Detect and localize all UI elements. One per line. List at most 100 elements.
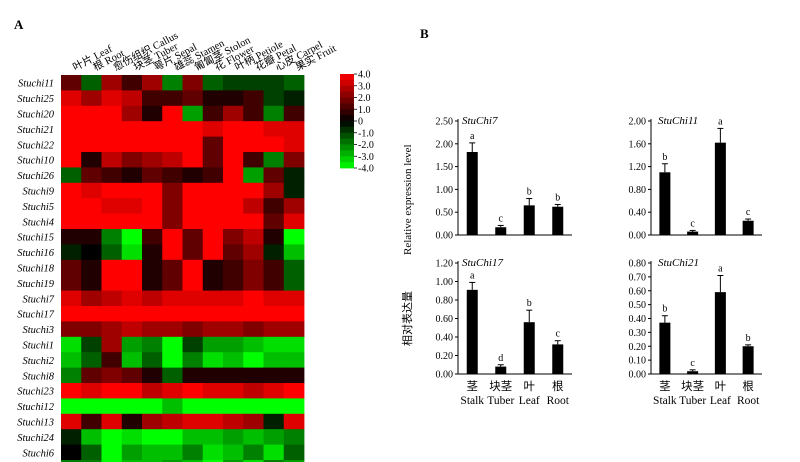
legend-tick-label: 1.0: [358, 105, 371, 116]
legend-color-step: [340, 150, 354, 157]
heatmap-row-label: Stuchi15: [17, 233, 54, 244]
category-label-cn: 块茎: [681, 380, 704, 393]
significance-letter: b: [662, 304, 667, 315]
significance-letter: a: [718, 116, 723, 127]
legend-tick-label: 2.0: [358, 93, 371, 104]
heatmap-cell: [202, 121, 224, 137]
heatmap-cell: [283, 413, 305, 430]
heatmap-cell: [223, 167, 244, 184]
heatmap-row-label: Stuchi13: [17, 418, 54, 429]
heatmap-cell: [283, 229, 305, 245]
heatmap-cell: [202, 460, 224, 462]
heatmap-cell: [263, 167, 285, 184]
heatmap-cell: [243, 75, 264, 91]
heatmap-cell: [81, 167, 102, 184]
heatmap-cell: [283, 352, 305, 368]
heatmap-row-label: Stuchi1: [23, 341, 55, 352]
heatmap-cell: [121, 398, 143, 415]
heatmap-cell: [142, 259, 163, 276]
heatmap-cell: [182, 413, 204, 430]
legend-tick-label: -4.0: [358, 164, 374, 175]
heatmap-cell: [243, 290, 264, 307]
heatmap-cell: [101, 444, 123, 461]
bar: [466, 152, 478, 235]
legend-color-step: [340, 121, 354, 128]
heatmap-cell: [162, 75, 183, 91]
y-axis-label-cn: 相对表达量: [400, 291, 414, 346]
category-label-cn: 茎: [659, 380, 671, 393]
heatmap-row-label: Stuchi23: [17, 387, 54, 398]
chart-title: StuChi17: [462, 257, 503, 269]
legend-color-step: [340, 115, 354, 122]
heatmap-cell: [202, 259, 224, 276]
heatmap-cell: [61, 398, 82, 415]
heatmap-cell: [81, 444, 102, 461]
bar: [552, 206, 564, 235]
heatmap-cell: [162, 336, 183, 353]
heatmap-cell: [283, 367, 305, 384]
heatmap-cell: [223, 336, 244, 353]
heatmap-cell: [142, 182, 163, 199]
heatmap-cell: [182, 229, 204, 245]
heatmap-cell: [81, 105, 102, 122]
heatmap-cell: [142, 290, 163, 307]
heatmap-cell: [182, 444, 204, 461]
heatmap-cell: [223, 75, 244, 91]
heatmap-cell: [202, 136, 224, 153]
heatmap-cell: [283, 90, 305, 107]
heatmap-cell: [121, 290, 143, 307]
heatmap-cell: [202, 90, 224, 107]
heatmap-cell: [81, 367, 102, 384]
heatmap-cell: [61, 290, 82, 307]
heatmap-cell: [61, 321, 82, 338]
y-tick-label: 0.20: [629, 342, 647, 353]
heatmap-cell: [202, 413, 224, 430]
bar-chart-StuChi21: 0.00 0.10 0.20 0.30 0.40 0.50 0.60 0.70 0.80 StuC…: [629, 257, 762, 407]
y-tick-label: 0.30: [629, 328, 647, 339]
heatmap-cell: [263, 367, 285, 384]
heatmap-row-label: Stuchi21: [17, 125, 54, 136]
heatmap-cell: [142, 75, 163, 91]
heatmap-cell: [101, 136, 123, 153]
heatmap-cell: [182, 306, 204, 322]
heatmap-cell: [223, 367, 244, 384]
heatmap-cell: [121, 413, 143, 430]
legend-color-step: [340, 132, 354, 140]
heatmap-cell: [263, 413, 285, 430]
heatmap-cell: [182, 367, 204, 384]
significance-letter: c: [556, 329, 561, 340]
category-label-cn: 叶: [715, 380, 727, 393]
bar: [742, 346, 754, 374]
heatmap-cell: [101, 244, 123, 261]
heatmap-cell: [162, 136, 183, 153]
heatmap-cell: [101, 182, 123, 199]
heatmap-cell: [263, 306, 285, 322]
heatmap-cell: [182, 90, 204, 107]
y-tick-label: 1.20: [629, 162, 647, 173]
heatmap-cell: [283, 167, 305, 184]
heatmap-cell: [202, 336, 224, 353]
legend-tick-label: 4.0: [358, 70, 371, 81]
heatmap-cell: [223, 152, 244, 168]
heatmap-cell: [182, 275, 204, 291]
heatmap-cell: [142, 229, 163, 245]
heatmap-cell: [101, 213, 123, 230]
heatmap-cell: [283, 336, 305, 353]
y-tick-label: 1.00: [436, 185, 454, 196]
heatmap-cell: [283, 460, 305, 462]
heatmap-cell: [162, 244, 183, 261]
heatmap-cell: [81, 306, 102, 322]
heatmap-cell: [61, 429, 82, 445]
heatmap-cell: [182, 398, 204, 415]
heatmap-cell: [243, 321, 264, 338]
heatmap-cell: [223, 121, 244, 137]
heatmap-cell: [223, 198, 244, 214]
heatmap-cell: [182, 336, 204, 353]
heatmap-cell: [81, 90, 102, 107]
heatmap-cell: [121, 367, 143, 384]
heatmap-cell: [81, 182, 102, 199]
heatmap-cell: [283, 75, 305, 91]
heatmap-cell: [101, 105, 123, 122]
y-tick-label: 0.40: [629, 208, 647, 219]
bar: [714, 142, 726, 235]
